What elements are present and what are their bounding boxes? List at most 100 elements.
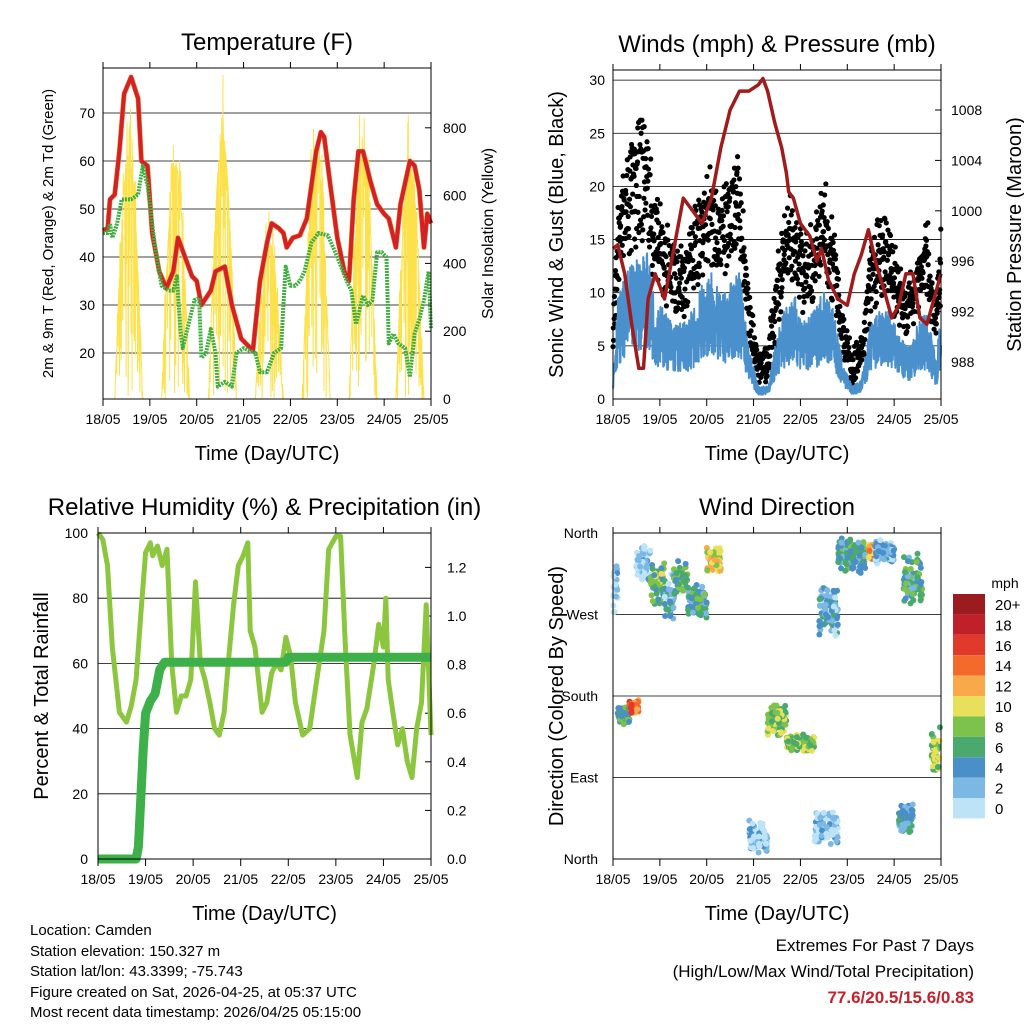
gust-point — [732, 245, 738, 251]
direction-point — [829, 617, 836, 624]
x-tick-label: 23/05 — [830, 871, 865, 887]
gust-point — [660, 229, 666, 236]
gust-point — [658, 240, 664, 247]
gust-point — [737, 191, 743, 197]
gust-point — [827, 257, 833, 263]
legend-swatch — [953, 634, 985, 656]
gust-point — [640, 227, 646, 233]
direction-point — [915, 586, 922, 593]
gust-point — [663, 303, 670, 309]
gust-point — [674, 259, 680, 265]
x-tick-label: 19/05 — [642, 411, 677, 427]
gust-point — [813, 209, 820, 215]
gust-point — [678, 243, 684, 249]
direction-point — [685, 606, 692, 613]
x-tick-label: 19/05 — [132, 411, 167, 427]
wind-line — [612, 252, 942, 396]
x-tick-label: 24/05 — [366, 871, 401, 887]
gust-point — [846, 335, 853, 341]
direction-point — [768, 718, 775, 725]
legend-swatch — [953, 716, 985, 737]
gust-point — [655, 234, 661, 241]
y2-tick-label: 1.0 — [447, 608, 467, 624]
legend-label: 6 — [995, 740, 1003, 757]
gust-point — [883, 220, 889, 226]
gust-point — [718, 261, 724, 268]
gust-point — [934, 310, 940, 316]
gust-point — [920, 270, 926, 276]
gust-point — [716, 229, 722, 236]
x-axis-label-0: Time (Day/UTC) — [195, 443, 340, 465]
direction-point — [667, 613, 674, 620]
y2-tick-label: 600 — [443, 188, 467, 204]
gust-point — [674, 248, 680, 254]
direction-point — [846, 538, 853, 545]
direction-point — [682, 560, 689, 567]
direction-point — [655, 596, 662, 603]
gust-point — [721, 237, 727, 244]
gust-point — [681, 265, 688, 271]
gust-point — [932, 315, 939, 321]
direction-point — [856, 552, 863, 559]
y2-axis-label: Station Pressure (Maroon) — [1004, 117, 1024, 352]
gust-point — [859, 357, 865, 363]
gust-point — [748, 328, 754, 334]
gust-point — [725, 204, 731, 210]
gust-point — [612, 268, 619, 274]
gust-point — [673, 275, 679, 281]
y2-tick-label: 0 — [443, 391, 451, 407]
direction-point — [610, 609, 617, 616]
gust-point — [690, 257, 696, 264]
x-tick-label: 20/05 — [689, 411, 724, 427]
gust-point — [883, 238, 889, 245]
gust-point — [637, 141, 643, 148]
direction-point — [662, 613, 669, 620]
gust-point — [861, 319, 867, 325]
legend-label: 8 — [995, 719, 1003, 736]
direction-point — [855, 539, 862, 546]
direction-point — [762, 840, 769, 847]
recent-timestamp: Most recent data timestamp: 2026/04/25 0… — [30, 1004, 362, 1021]
gust-point — [884, 257, 890, 263]
direction-point — [756, 833, 763, 840]
gust-point — [804, 274, 810, 280]
direction-point — [716, 545, 723, 552]
direction-point — [917, 564, 924, 571]
gust-point — [751, 335, 758, 341]
gust-point — [745, 280, 751, 286]
direction-point — [769, 728, 776, 735]
direction-point — [613, 563, 620, 570]
gust-point — [739, 235, 745, 241]
gust-point — [734, 169, 740, 175]
gust-point — [677, 271, 683, 277]
gust-point — [635, 209, 641, 215]
gust-point — [627, 168, 633, 174]
gust-point — [630, 191, 636, 197]
gust-point — [778, 294, 784, 300]
plot-frame — [612, 69, 942, 400]
extremes-title: Extremes For Past 7 Days — [775, 936, 974, 955]
gust-point — [719, 217, 725, 224]
direction-point — [747, 837, 754, 844]
gust-point — [614, 286, 620, 293]
direction-point — [816, 631, 823, 638]
legend-label: 10 — [995, 699, 1012, 716]
gust-point — [835, 276, 842, 282]
direction-point — [853, 548, 860, 555]
gust-point — [873, 288, 879, 295]
gust-point — [818, 262, 824, 268]
x-tick-label: 19/05 — [128, 871, 163, 887]
direction-point — [756, 843, 763, 850]
gust-point — [794, 276, 801, 282]
direction-point — [661, 601, 668, 608]
gust-point — [625, 226, 632, 232]
gust-point — [642, 207, 648, 213]
direction-point — [936, 724, 943, 731]
gust-point — [820, 228, 827, 235]
gust-point — [626, 196, 633, 202]
direction-point — [880, 556, 887, 563]
x-tick-label: 22/05 — [273, 411, 308, 427]
direction-point — [751, 833, 758, 840]
direction-point — [830, 587, 837, 594]
